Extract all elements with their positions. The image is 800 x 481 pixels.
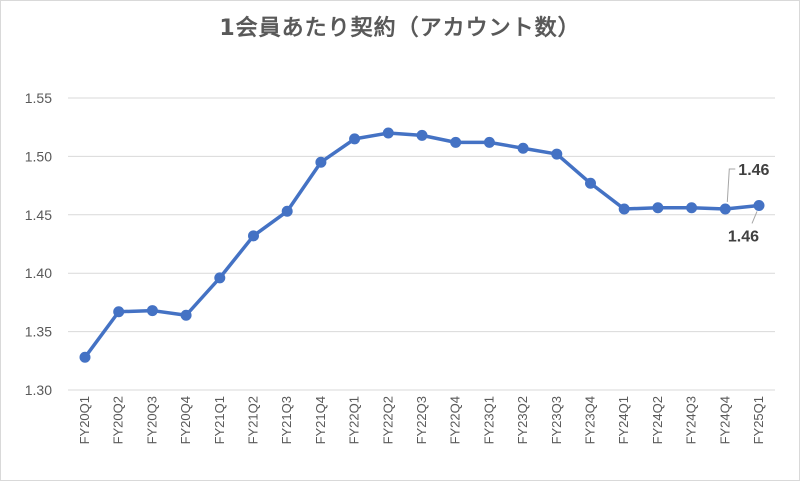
data-point (281, 205, 293, 217)
data-label-leader (751, 211, 758, 224)
data-point (618, 203, 630, 215)
x-tick-label: FY24Q2 (650, 396, 665, 444)
x-tick-label: FY22Q2 (380, 396, 395, 444)
data-point (719, 203, 731, 215)
data-point (652, 202, 664, 214)
data-point (585, 177, 596, 189)
data-point (753, 199, 765, 211)
y-tick-label: 1.35 (25, 324, 52, 340)
data-point (248, 230, 259, 242)
data-label: 1.46 (728, 228, 759, 245)
x-tick-label: FY22Q3 (414, 396, 429, 444)
data-point (450, 136, 462, 148)
x-tick-label: FY24Q1 (616, 396, 631, 444)
x-tick-label: FY23Q1 (481, 396, 496, 444)
data-point (517, 142, 529, 154)
data-point (180, 309, 192, 321)
x-tick-label: FY22Q4 (448, 396, 463, 444)
data-point (146, 305, 158, 317)
data-point (214, 272, 226, 284)
x-tick-label: FY21Q2 (246, 396, 261, 444)
x-tick-label: FY21Q4 (313, 396, 328, 444)
data-point (686, 202, 698, 214)
x-tick-label: FY20Q3 (144, 396, 159, 444)
y-tick-label: 1.50 (25, 148, 52, 164)
data-point (315, 156, 327, 168)
x-tick-label: FY20Q2 (111, 396, 126, 444)
x-tick-label: FY21Q3 (279, 396, 294, 444)
data-point (113, 306, 125, 318)
data-point (416, 129, 428, 141)
data-point (382, 127, 394, 139)
x-tick-label: FY23Q3 (549, 396, 564, 444)
data-point (349, 133, 361, 145)
series-line (83, 131, 761, 360)
data-point (551, 148, 563, 160)
data-point (79, 351, 91, 363)
x-tick-label: FY23Q2 (515, 396, 530, 444)
y-tick-label: 1.30 (25, 382, 52, 398)
x-tick-label: FY20Q4 (178, 396, 193, 444)
x-tick-label: FY24Q4 (717, 396, 732, 444)
x-tick-label: FY24Q3 (684, 396, 699, 444)
y-tick-label: 1.45 (25, 207, 52, 223)
data-label-leader (726, 168, 736, 202)
x-tick-label: FY25Q1 (751, 396, 766, 444)
x-tick-label: FY22Q1 (347, 396, 362, 444)
data-label: 1.46 (738, 162, 769, 179)
x-tick-label: FY23Q4 (583, 396, 598, 444)
y-tick-label: 1.40 (25, 265, 52, 281)
x-tick-label: FY21Q1 (212, 396, 227, 444)
data-point (483, 136, 495, 148)
y-tick-label: 1.55 (25, 90, 52, 106)
x-tick-label: FY20Q1 (77, 396, 92, 444)
chart-title: 1会員あたり契約（アカウント数） (219, 16, 581, 41)
